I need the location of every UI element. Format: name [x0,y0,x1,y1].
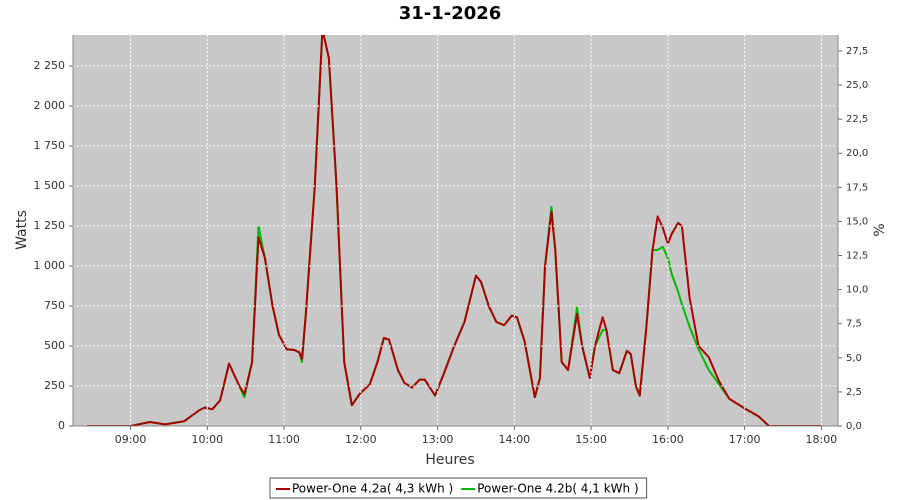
legend-label: Power-One 4.2a( 4,3 kWh ) [292,482,453,496]
legend-box [269,477,648,499]
y2-tick-label: 15,0 [846,216,868,227]
y2-axis-title: % [872,223,888,236]
y-tick-label: 2 000 [34,99,66,112]
y-tick-label: 0 [58,419,65,432]
y2-tick-label: 27,5 [846,46,868,57]
x-tick-label: 12:00 [345,433,377,446]
y2-tick-label: 5,0 [846,353,862,364]
y2-tick-label: 17,5 [846,182,868,193]
chart-title: 31-1-2026 [399,3,502,24]
x-tick-label: 17:00 [729,433,761,446]
y2-tick-label: 7,5 [846,319,862,330]
y2-tick-label: 20,0 [846,148,868,159]
y2-tick-label: 0,0 [846,421,862,432]
plot-area [73,35,838,426]
y-tick-label: 1 000 [34,259,66,272]
y2-tick-label: 25,0 [846,80,868,91]
x-tick-label: 11:00 [268,433,300,446]
x-tick-label: 16:00 [652,433,684,446]
y-tick-label: 750 [44,299,65,312]
x-tick-label: 15:00 [575,433,607,446]
x-axis-title: Heures [425,452,474,468]
y2-tick-label: 10,0 [846,285,868,296]
y2-tick-label: 2,5 [846,387,862,398]
x-tick-label: 10:00 [191,433,223,446]
x-tick-label: 18:00 [806,433,838,446]
y-tick-label: 1 250 [34,219,66,232]
y-axis-title: Watts [14,210,30,250]
y-tick-label: 1 500 [34,179,66,192]
y2-tick-label: 22,5 [846,114,868,125]
y-tick-label: 250 [44,379,65,392]
x-tick-label: 13:00 [422,433,454,446]
x-tick-label: 14:00 [498,433,530,446]
legend-label: Power-One 4.2b( 4,1 kWh ) [477,482,638,496]
y-tick-label: 2 250 [34,59,66,72]
y-tick-label: 1 750 [34,139,66,152]
x-tick-label: 09:00 [115,433,147,446]
y2-tick-label: 12,5 [846,251,868,262]
y-tick-label: 500 [44,339,65,352]
